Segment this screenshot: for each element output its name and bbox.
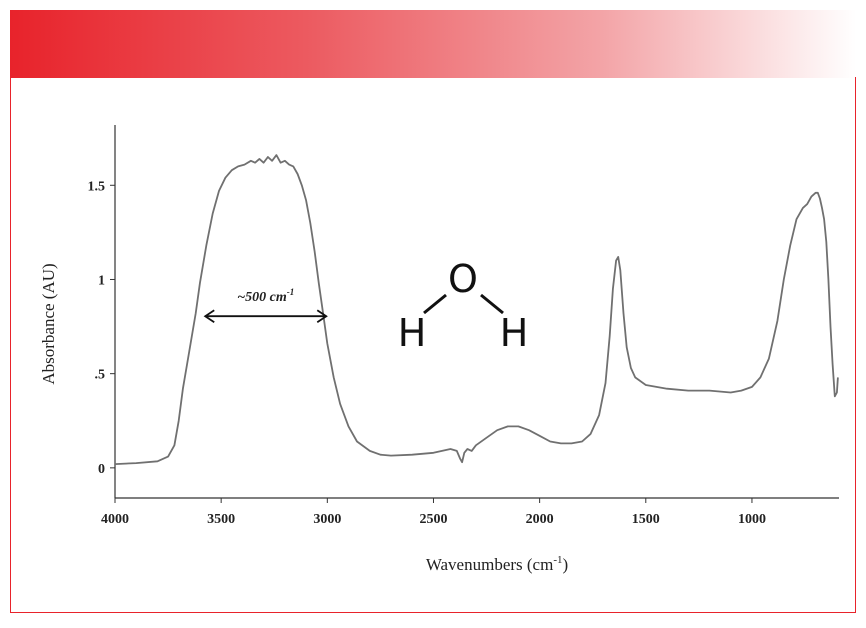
x-axis-title-text: Wavenumbers (cm: [426, 555, 554, 574]
series-line: [114, 154, 839, 465]
bond-left: [423, 293, 447, 315]
y-tick-label: 0: [98, 462, 105, 477]
peak-width-label: ~500 cm-1: [237, 287, 294, 305]
hydrogen-atom-right: H: [500, 311, 529, 355]
y-tick-label: 1: [98, 273, 105, 288]
oxygen-atom: O: [448, 257, 478, 301]
x-axis-title: Wavenumbers (cm-1): [426, 554, 568, 574]
x-ticks: 4000 3500 3000 2500 2000 1500 1000: [101, 498, 766, 527]
peak-width-label-text: ~500 cm: [237, 290, 287, 305]
arrowhead-left: [203, 309, 215, 323]
peak-width-annotation: ~500 cm-1: [203, 287, 328, 323]
hydrogen-atom-left: H: [398, 311, 427, 355]
x-tick-label: 2500: [419, 512, 447, 527]
water-molecule-diagram: O H H: [398, 257, 529, 355]
x-tick-label: 3500: [207, 512, 235, 527]
x-tick-label: 1000: [738, 512, 766, 527]
arrowhead-right: [316, 309, 328, 323]
peak-width-label-sup: -1: [287, 287, 295, 297]
x-axis-title-close: ): [563, 555, 569, 574]
y-ticks: 0 .5 1 1.5: [88, 179, 115, 477]
y-tick-label: 1.5: [88, 179, 106, 194]
x-tick-label: 2000: [526, 512, 554, 527]
x-axis-title-sup: -1: [553, 554, 562, 566]
y-axis-title: Absorbance (AU): [39, 263, 58, 384]
header-banner: [10, 10, 856, 78]
x-tick-label: 4000: [101, 512, 129, 527]
axes: [114, 125, 839, 499]
y-tick-label: .5: [95, 368, 106, 383]
x-tick-label: 3000: [313, 512, 341, 527]
bond-right: [480, 293, 504, 315]
x-tick-label: 1500: [632, 512, 660, 527]
figure-frame: [10, 77, 856, 613]
